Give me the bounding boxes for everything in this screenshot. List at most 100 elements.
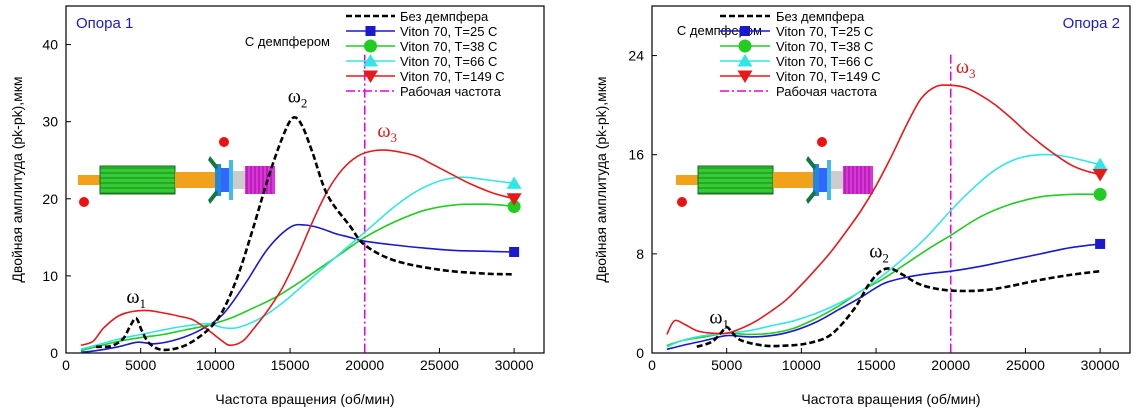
legend-entry: Рабочая частота [776, 84, 878, 99]
resonance-label-sub: 3 [969, 66, 976, 81]
resonance-label: ω2 [869, 241, 889, 266]
legend-entry: Viton 70, T=25 C [400, 24, 497, 39]
bearing-2-marker [219, 137, 229, 147]
y-axis-title: Двойная амплитуда (pk-pk),мкм [9, 76, 25, 282]
rotor-fin [208, 156, 218, 170]
series-line [80, 149, 515, 347]
rotor-fin [806, 156, 816, 170]
rotor-seal [831, 171, 843, 189]
rotor-disk [827, 160, 831, 200]
series-line [80, 223, 515, 353]
rotor-seal [233, 171, 245, 189]
legend-entry: Без демпфера [776, 9, 865, 24]
legend-swatch-marker [740, 26, 750, 36]
bearing-1-marker [677, 197, 687, 207]
y-tick-label: 30 [42, 114, 58, 130]
rotor-disk [221, 168, 229, 192]
legend-entry: Viton 70, T=66 C [776, 54, 873, 69]
resonance-label-sub: 3 [390, 130, 397, 145]
series-end-marker [506, 176, 522, 189]
x-tick-label: 5000 [125, 357, 156, 373]
series-line [666, 84, 1101, 335]
series-end-marker [1092, 157, 1108, 171]
x-tick-label: 15000 [271, 357, 310, 373]
legend-swatch-marker [737, 70, 753, 83]
plot-frame [651, 5, 1131, 354]
resonance-label-sub: 2 [301, 95, 308, 110]
y-tick-label: 8 [636, 246, 644, 262]
plot-frame [65, 5, 545, 354]
legend-swatch-marker [738, 39, 752, 53]
series-line [95, 116, 515, 352]
series-line [80, 203, 515, 352]
x-tick-label: 10000 [196, 357, 235, 373]
series-line [666, 193, 1101, 347]
bearing-label: Опора 2 [1063, 15, 1120, 32]
resonance-label-sub: 1 [723, 316, 730, 331]
rotor-fin [806, 190, 816, 204]
series-end-marker [506, 193, 522, 206]
rotor-disk [819, 168, 827, 192]
legend-entry: Viton 70, T=149 C [776, 69, 881, 84]
legend-entry: Viton 70, T=149 C [400, 69, 505, 84]
legend-swatch-marker [737, 54, 753, 67]
chart-panel-left: 0 5000 10000 15000 20000 25000 30000 0 10 20 30 40 Ч… [9, 5, 545, 407]
bearing-1-marker [79, 197, 89, 207]
rotor-diagram [676, 137, 873, 207]
resonance-label-sub: 1 [140, 296, 147, 311]
bearing-label: Опора 1 [76, 15, 133, 32]
damper-label: С демпфером [245, 34, 330, 49]
x-tick-label: 30000 [495, 357, 534, 373]
chart-panel-right: 0 5000 10000 15000 20000 25000 30000 0 8 16 24 Част… [593, 5, 1131, 407]
rotor-disk [813, 164, 819, 196]
legend-entry: Viton 70, T=25 C [776, 24, 873, 39]
x-tick-label: 25000 [420, 357, 459, 373]
series-end-marker [1095, 238, 1106, 249]
rotor-diagram [78, 137, 275, 207]
resonance-label: ω3 [377, 120, 397, 145]
x-tick-label: 20000 [931, 357, 970, 373]
rotor-disk [229, 160, 233, 200]
x-axis-title: Частота вращения (об/мин) [801, 391, 980, 407]
legend-entry: Рабочая частота [400, 84, 502, 99]
rotor-impeller [843, 166, 873, 194]
y-tick-label: 20 [42, 191, 58, 207]
resonance-label: ω1 [709, 306, 729, 331]
rotor-motor-body [99, 165, 176, 195]
resonance-label: ω3 [956, 56, 976, 81]
y-tick-label: 10 [42, 268, 58, 284]
legend-entry: Viton 70, T=38 C [400, 39, 497, 54]
y-axis-title: Двойная амплитуда (pk-pk),мкм [593, 76, 609, 282]
series-end-marker [509, 246, 520, 257]
legend-entry: Viton 70, T=38 C [776, 39, 873, 54]
legend-entry: Viton 70, T=66 C [400, 54, 497, 69]
x-axis-title: Частота вращения (об/мин) [215, 391, 394, 407]
rotor-coupling [175, 172, 215, 188]
y-tick-label: 24 [628, 48, 644, 64]
series-line [80, 176, 515, 350]
x-tick-label: 15000 [857, 357, 896, 373]
rotor-fin [208, 190, 218, 204]
series-end-marker [507, 199, 521, 213]
x-tick-label: 10000 [782, 357, 821, 373]
x-tick-label: 25000 [1006, 357, 1045, 373]
rotor-disk [215, 164, 221, 196]
y-tick-label: 40 [42, 37, 58, 53]
x-tick-label: 0 [648, 357, 656, 373]
resonance-label: ω1 [126, 286, 146, 311]
bearing-2-marker [817, 137, 827, 147]
series-end-marker [1093, 187, 1107, 201]
series-end-marker [1092, 169, 1108, 182]
x-tick-label: 30000 [1081, 357, 1120, 373]
legend-swatch-marker [365, 26, 376, 36]
series-group [80, 116, 515, 353]
legend-entry: Без демпфера [400, 9, 489, 24]
series-line [696, 267, 1101, 349]
x-tick-label: 5000 [711, 357, 742, 373]
y-tick-label: 16 [628, 147, 644, 163]
legend-swatch-marker [363, 70, 378, 83]
resonance-label: ω2 [288, 85, 308, 110]
rotor-impeller [245, 166, 275, 194]
